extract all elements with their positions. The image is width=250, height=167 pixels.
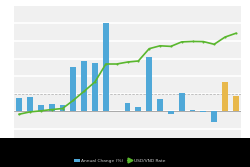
Bar [179, 93, 185, 111]
Bar [27, 97, 33, 111]
Bar [211, 111, 217, 122]
Bar [92, 63, 98, 111]
Bar [60, 105, 66, 111]
Bar [135, 107, 141, 111]
Bar [124, 103, 130, 111]
Bar [38, 105, 44, 111]
Bar [222, 82, 228, 111]
Bar [190, 110, 196, 111]
Bar [233, 96, 239, 111]
Legend: Annual Change (%), USD/VND Rate: Annual Change (%), USD/VND Rate [72, 157, 168, 165]
Bar [200, 111, 206, 112]
Bar [168, 111, 174, 114]
Bar [16, 98, 22, 111]
Bar [49, 104, 55, 111]
Bar [70, 66, 76, 111]
Bar [81, 61, 87, 111]
Bar [157, 99, 163, 111]
Bar [103, 23, 109, 111]
Bar [146, 57, 152, 111]
